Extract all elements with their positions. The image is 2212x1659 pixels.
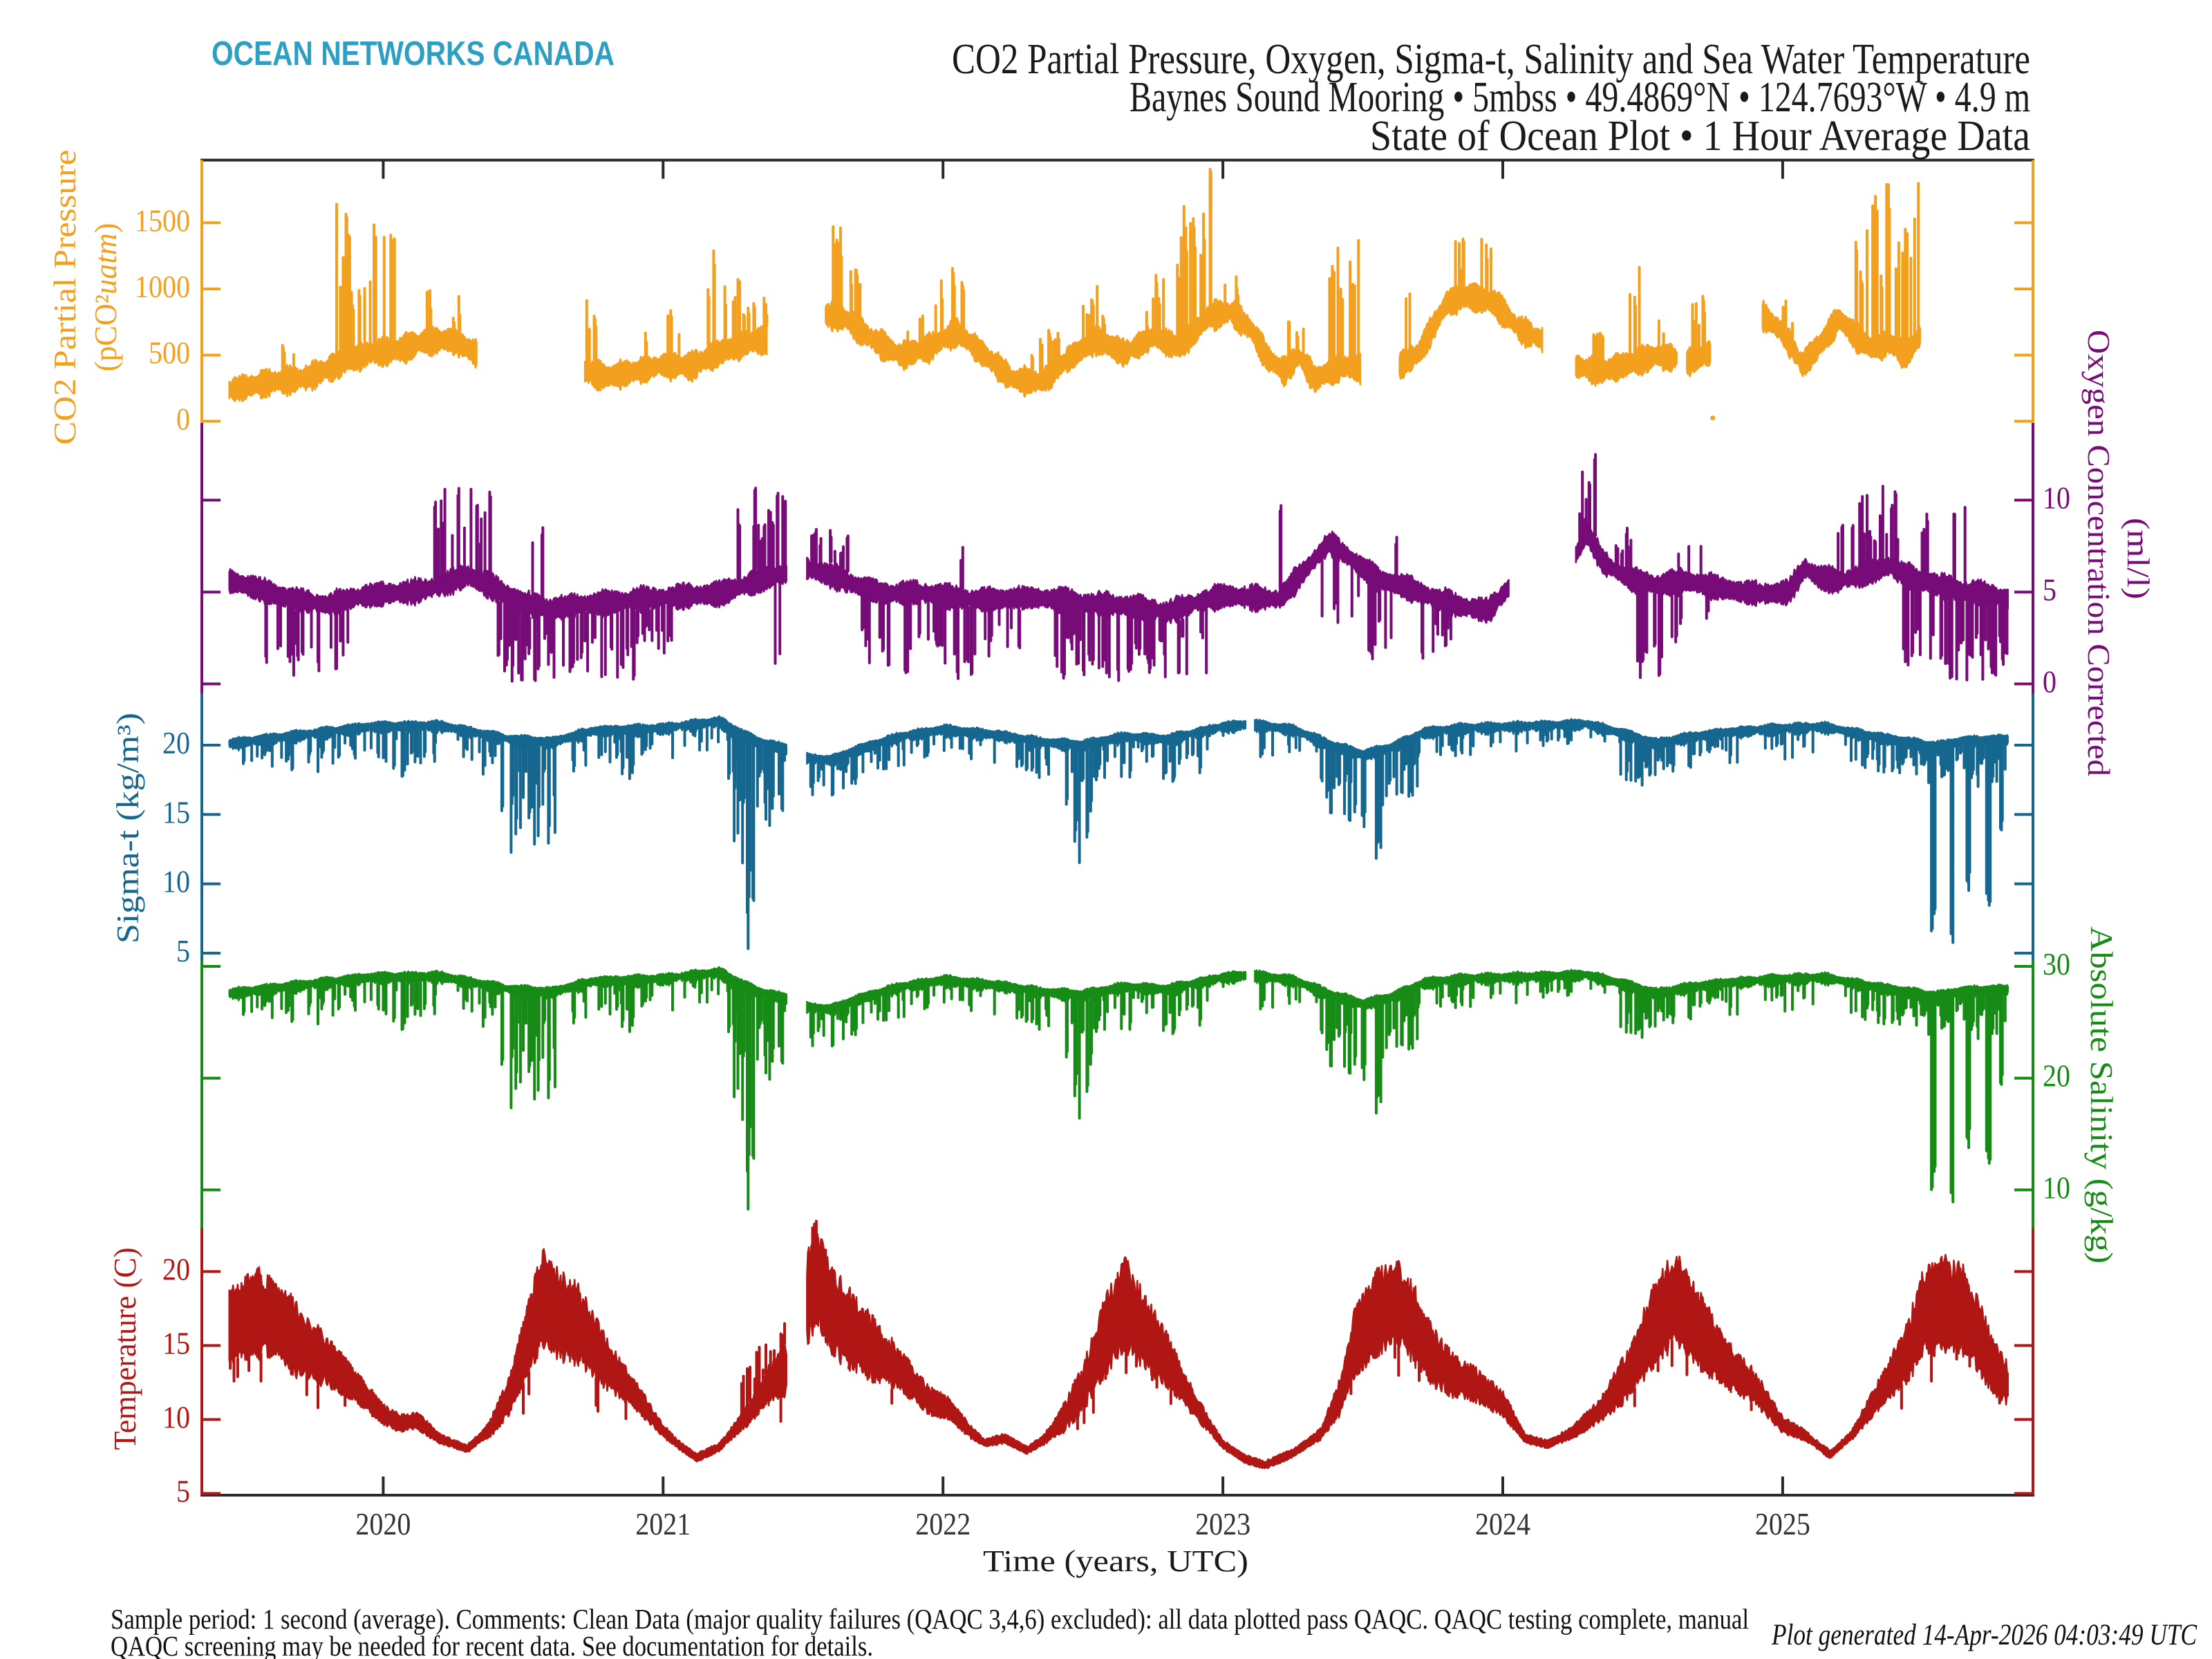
svg-text:30: 30 [2043,947,2070,982]
svg-text:2022: 2022 [915,1507,971,1541]
svg-text:OCEAN NETWORKS CANADA: OCEAN NETWORKS CANADA [212,35,615,73]
svg-text:Temperature (C): Temperature (C) [108,1248,142,1450]
svg-text:2023: 2023 [1195,1507,1250,1541]
svg-text:2025: 2025 [1755,1507,1810,1541]
svg-text:QAQC screening may be needed f: QAQC screening may be needed for recent … [111,1630,873,1659]
svg-text:10: 10 [162,865,190,899]
svg-text:State of Ocean Plot • 1 Hour A: State of Ocean Plot • 1 Hour Average Dat… [1370,113,2030,160]
svg-text:(pCO²uatm): (pCO²uatm) [88,223,123,372]
svg-text:0: 0 [176,402,190,436]
svg-text:Absolute Salinity (g/kg): Absolute Salinity (g/kg) [2084,926,2119,1264]
svg-text:10: 10 [2043,481,2070,516]
svg-text:Baynes Sound Mooring • 5mbss •: Baynes Sound Mooring • 5mbss • 49.4869°N… [1130,74,2030,121]
svg-text:CO2 Partial Pressure, Oxygen,: CO2 Partial Pressure, Oxygen, Sigma-t, S… [952,36,2030,83]
svg-text:20: 20 [2043,1059,2070,1094]
svg-text:Plot generated 14-Apr-2026 04:: Plot generated 14-Apr-2026 04:03:49 UTC [1771,1619,2197,1651]
svg-text:15: 15 [162,1327,190,1361]
svg-text:2020: 2020 [355,1507,411,1541]
svg-text:20: 20 [162,1253,190,1287]
svg-text:Sample period: 1 second (avera: Sample period: 1 second (average). Comme… [111,1603,1749,1635]
svg-text:5: 5 [176,1474,190,1509]
svg-text:10: 10 [162,1400,190,1435]
svg-text:1000: 1000 [135,270,190,304]
svg-text:500: 500 [149,336,190,371]
svg-text:Oxygen Concentration Corrected: Oxygen Concentration Corrected [2081,330,2116,776]
svg-text:1500: 1500 [135,203,190,238]
svg-text:Sigma-t (kg/m³): Sigma-t (kg/m³) [111,713,145,944]
svg-text:5: 5 [176,934,190,968]
svg-text:Time (years, UTC): Time (years, UTC) [983,1544,1248,1578]
svg-text:(ml/l): (ml/l) [2121,518,2155,599]
svg-text:0: 0 [2043,664,2056,699]
svg-text:CO2 Partial Pressure: CO2 Partial Pressure [48,149,82,444]
svg-text:20: 20 [162,726,190,760]
svg-text:2021: 2021 [635,1507,691,1541]
svg-text:10: 10 [2043,1170,2070,1205]
svg-text:2024: 2024 [1475,1507,1530,1541]
svg-text:5: 5 [2043,573,2056,608]
svg-text:15: 15 [162,795,190,830]
